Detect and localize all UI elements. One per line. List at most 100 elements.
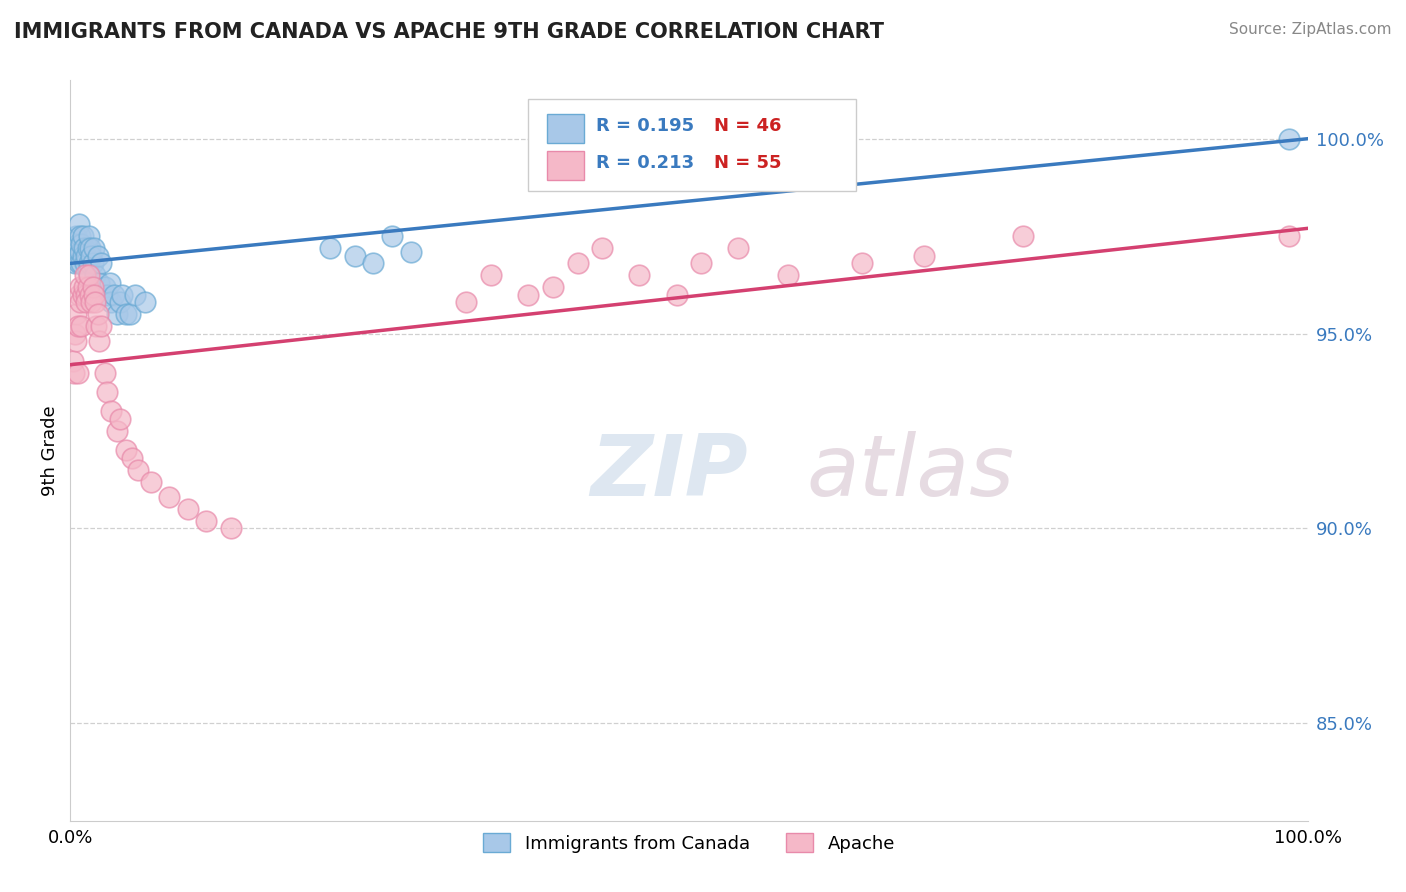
Point [96,287,118,301]
Point [108,412,131,426]
Point [177,502,200,516]
Point [381,229,404,244]
Point [67,218,90,232]
Point [66,236,89,251]
Point [567,256,589,270]
Point [115,307,138,321]
Point [66,249,89,263]
Point [70,236,93,251]
Point [76,264,98,278]
Point [65,334,87,349]
Point [65,256,87,270]
Point [70,256,93,270]
Point [319,241,342,255]
Text: ZIP: ZIP [591,431,748,514]
Point [63,366,86,380]
Point [76,241,98,255]
Point [776,268,799,282]
Legend: Immigrants from Canada, Apache: Immigrants from Canada, Apache [475,826,903,860]
Point [115,443,138,458]
Point [70,318,93,333]
Point [72,249,94,263]
FancyBboxPatch shape [529,99,856,191]
Point [134,295,156,310]
Point [62,354,84,368]
Point [67,287,90,301]
FancyBboxPatch shape [547,113,583,144]
Point [77,256,100,270]
Point [84,295,107,310]
Point [77,229,100,244]
Point [105,424,128,438]
Point [87,276,110,290]
Text: IMMIGRANTS FROM CANADA VS APACHE 9TH GRADE CORRELATION CHART: IMMIGRANTS FROM CANADA VS APACHE 9TH GRA… [14,22,884,42]
Point [363,256,385,270]
Point [1278,132,1301,146]
Point [456,295,478,310]
Point [157,490,180,504]
Point [83,241,105,255]
Point [80,249,103,263]
Y-axis label: 9th Grade: 9th Grade [41,405,59,496]
Point [87,334,110,349]
Point [86,249,108,263]
Point [103,287,125,301]
Point [1278,229,1301,244]
Text: R = 0.213: R = 0.213 [596,154,695,172]
Point [124,287,146,301]
Point [82,256,104,270]
Point [65,307,87,321]
Point [79,287,101,301]
Point [517,287,540,301]
Point [399,244,422,259]
Point [1012,229,1035,244]
Point [96,384,118,399]
Point [77,268,100,282]
Text: N = 46: N = 46 [714,118,782,136]
Point [105,307,128,321]
Point [79,241,101,255]
Point [69,280,91,294]
Point [118,307,141,321]
Point [75,256,97,270]
Point [69,229,91,244]
Point [541,280,564,294]
Point [94,280,117,294]
Point [98,276,121,290]
Point [84,318,107,333]
Point [912,249,935,263]
Point [75,249,97,263]
Point [94,366,117,380]
Point [121,451,143,466]
Point [591,241,613,255]
Point [83,287,105,301]
Point [479,268,502,282]
Point [628,268,651,282]
Point [65,326,87,341]
Point [84,268,107,282]
Point [75,295,97,310]
Point [66,366,89,380]
Point [80,295,103,310]
Text: atlas: atlas [807,431,1015,514]
Point [90,256,112,270]
Point [219,521,242,535]
Point [72,229,94,244]
Point [139,475,162,489]
Point [82,280,104,294]
Point [665,287,688,301]
Point [65,229,87,244]
Point [63,244,86,259]
Point [100,404,122,418]
Point [727,241,749,255]
Point [75,287,97,301]
Point [195,514,218,528]
Point [73,280,96,294]
Text: N = 55: N = 55 [714,154,782,172]
Text: Source: ZipAtlas.com: Source: ZipAtlas.com [1229,22,1392,37]
Point [67,256,90,270]
Point [851,256,873,270]
Text: R = 0.195: R = 0.195 [596,118,695,136]
Point [90,318,112,333]
Point [66,318,89,333]
